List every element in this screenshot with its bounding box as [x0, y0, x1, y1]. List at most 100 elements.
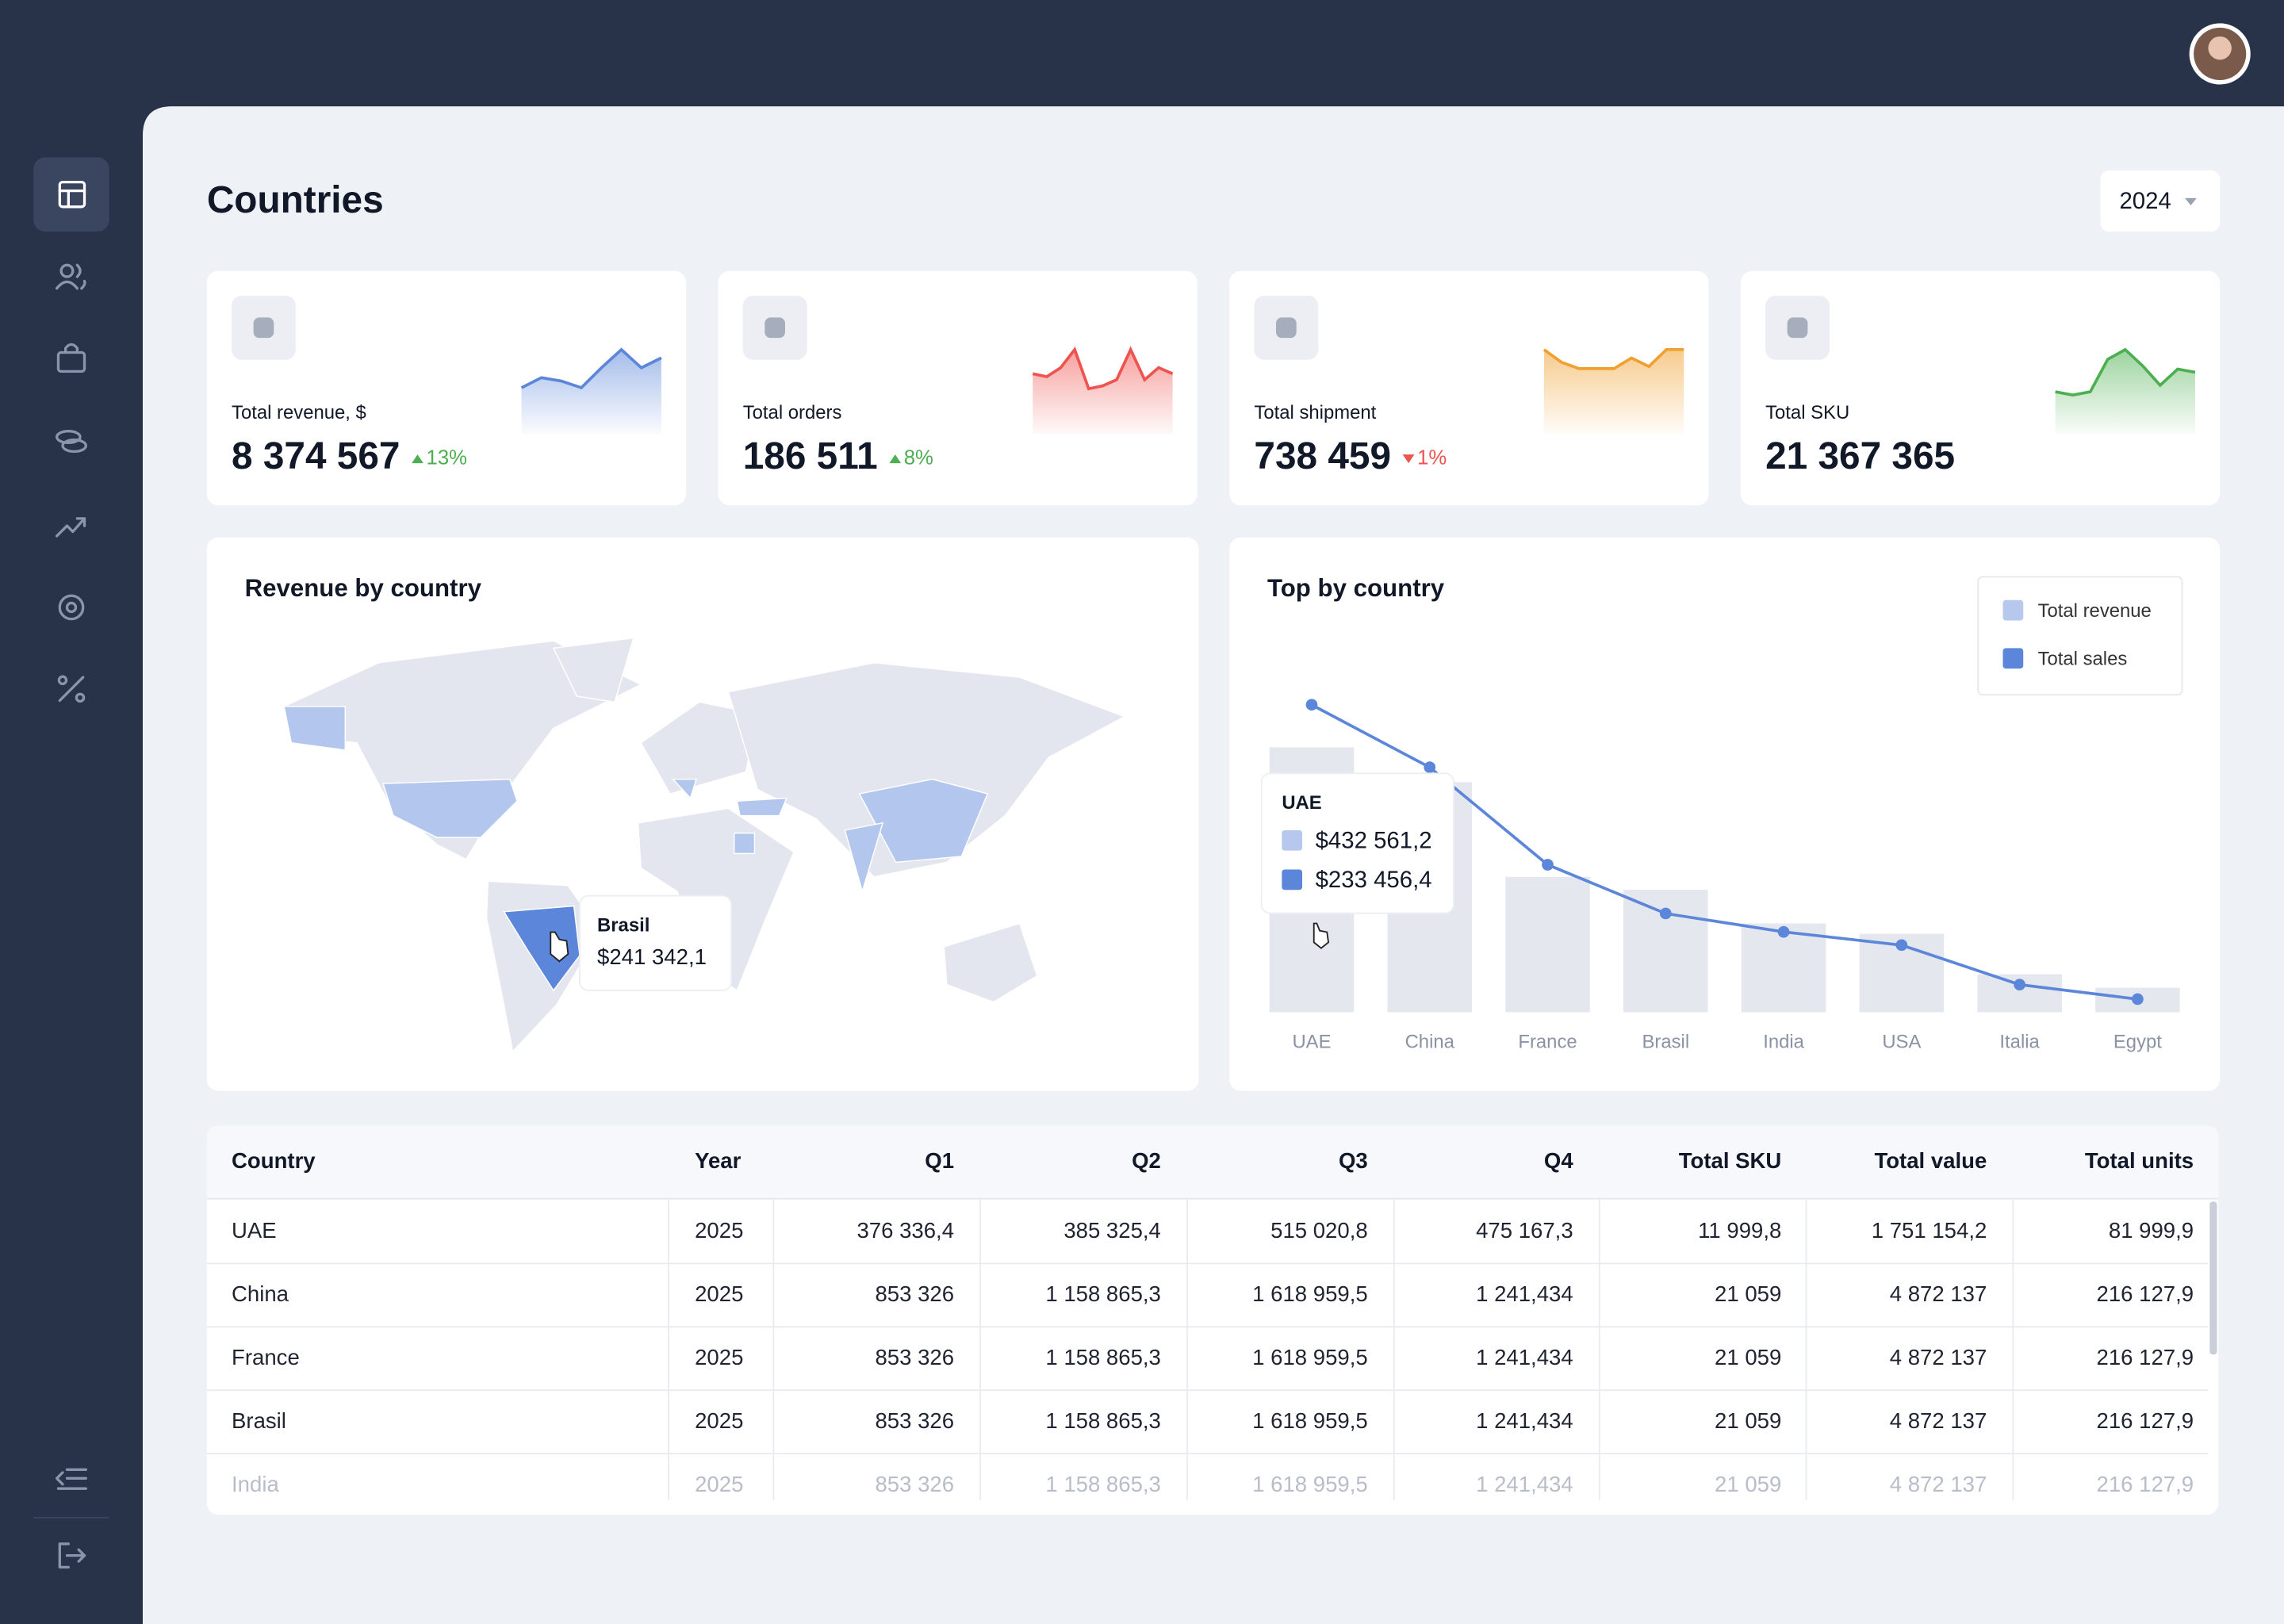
column-header: Q1 — [925, 1148, 954, 1173]
map-india[interactable] — [844, 822, 884, 894]
column-header: Total SKU — [1679, 1148, 1782, 1173]
avatar-face — [2208, 36, 2232, 60]
x-tick-label: Italia — [1999, 1031, 2040, 1052]
map-alaska[interactable] — [283, 706, 347, 751]
kpi-icon-glyph — [1275, 317, 1297, 339]
sparkline — [2055, 347, 2196, 397]
kpi-change: 1% — [1417, 446, 1447, 469]
page-title: Countries — [207, 179, 384, 221]
sparkline-area — [1543, 349, 1684, 435]
map-australia[interactable] — [943, 922, 1038, 1003]
chart-tooltip-title: UAE — [1282, 792, 1321, 814]
kpi-trend-arrow — [889, 454, 902, 464]
nav-table[interactable] — [58, 180, 86, 209]
table: Country Year Q1 Q2 Q3 Q4 Total SKU Total value T… — [206, 1148, 2219, 1500]
nav-trends[interactable] — [55, 517, 86, 538]
line-point — [1305, 699, 1318, 711]
world-map — [283, 637, 1126, 1053]
table-cell: 1 618 959,5 — [1252, 1472, 1368, 1496]
column-header: Total units — [2085, 1148, 2194, 1173]
nav-collapse[interactable] — [55, 1468, 88, 1490]
map-brasil[interactable] — [503, 905, 581, 992]
table-cell: 2025 — [695, 1408, 743, 1433]
chart-tooltip-value: $233 456,4 — [1316, 867, 1432, 893]
legend-swatch — [2002, 599, 2024, 621]
legend — [1977, 576, 2183, 696]
kpi-card — [1229, 270, 1709, 506]
column-header: Total value — [1874, 1148, 1987, 1173]
map-greenland[interactable] — [552, 637, 635, 703]
table-cell: 1 158 865,3 — [1045, 1472, 1161, 1496]
kpi-trend-arrow — [1402, 454, 1415, 464]
kpi-value: 8 374 567 — [232, 435, 400, 477]
sparkline — [1032, 346, 1174, 391]
cursor — [1313, 922, 1330, 949]
kpi-change: 13% — [427, 446, 467, 469]
table-cell: 853 326 — [875, 1345, 954, 1369]
kpi-change: 8% — [904, 446, 933, 469]
column-header: Year — [695, 1148, 741, 1173]
map-tooltip — [579, 894, 732, 991]
column-header: Q2 — [1132, 1148, 1161, 1173]
table-cell: Brasil — [232, 1408, 286, 1433]
table-cell: 853 326 — [875, 1408, 954, 1433]
table-cell: 21 059 — [1715, 1408, 1781, 1433]
table-cell: 1 618 959,5 — [1252, 1408, 1368, 1433]
table-cell: 1 241,434 — [1476, 1281, 1573, 1306]
sparkline — [520, 347, 662, 390]
table-cell: 853 326 — [875, 1281, 954, 1306]
map-asia[interactable] — [727, 661, 1126, 878]
table-cell: 2025 — [695, 1472, 743, 1496]
kpi-label: Total orders — [743, 402, 842, 423]
chart-tooltip-value: $432 561,2 — [1316, 827, 1432, 853]
x-tick-label: France — [1518, 1031, 1577, 1052]
map-spain[interactable] — [671, 778, 697, 799]
kpi-label: Total revenue, $ — [232, 402, 366, 423]
nav-settings[interactable] — [58, 594, 85, 621]
map-tooltip-country: Brasil — [597, 914, 650, 936]
map-china[interactable] — [858, 778, 989, 864]
line-point — [1777, 925, 1790, 938]
nav-users[interactable] — [55, 263, 86, 290]
kpi-value: 186 511 — [743, 435, 878, 477]
map-egypt[interactable] — [733, 832, 756, 855]
legend-swatch — [2002, 648, 2024, 669]
year-select[interactable] — [2100, 170, 2221, 232]
table-cell: France — [232, 1345, 300, 1369]
column-header: Q3 — [1339, 1148, 1368, 1173]
scrollbar[interactable] — [2209, 1201, 2217, 1355]
table-cell: 376 336,4 — [856, 1218, 954, 1243]
table-cell: 1 158 865,3 — [1045, 1345, 1161, 1369]
table-cell: 216 127,9 — [2097, 1345, 2194, 1369]
map-usa[interactable] — [382, 778, 518, 838]
kpi-trend-arrow — [412, 454, 423, 464]
kpi-card — [206, 270, 687, 506]
table-cell: 1 158 865,3 — [1045, 1408, 1161, 1433]
nav-shop[interactable] — [56, 343, 86, 373]
line-point — [1659, 907, 1672, 920]
column-header: Country — [232, 1148, 316, 1173]
x-tick-label: China — [1405, 1031, 1455, 1052]
column-header: Q4 — [1544, 1148, 1573, 1173]
table-cell: 1 241,434 — [1476, 1345, 1573, 1369]
chart-card — [1229, 537, 2221, 1091]
chart-tooltip — [1260, 772, 1454, 914]
nav-coins[interactable] — [55, 430, 88, 454]
nav-discount[interactable] — [57, 675, 86, 703]
map-tooltip-value: $241 342,1 — [597, 944, 707, 969]
sparkline — [1542, 347, 1684, 370]
chart-tooltip-swatch — [1282, 869, 1303, 891]
kpi-value: 21 367 365 — [1765, 435, 1955, 477]
table-cell: 11 999,8 — [1698, 1218, 1781, 1243]
table-cell: 21 059 — [1715, 1345, 1781, 1369]
kpis: Total revenue, $ 8 374 567 13% Total orders… — [206, 270, 2221, 506]
x-tick-label: Egypt — [2113, 1031, 2162, 1052]
sparkline-area — [2055, 349, 2195, 435]
map-turkey[interactable] — [736, 797, 788, 817]
kpi-card — [1740, 270, 2221, 506]
nav-active — [33, 157, 109, 232]
sparkline-area — [1033, 349, 1173, 435]
table-cell: China — [232, 1281, 289, 1306]
nav-logout[interactable] — [58, 1542, 86, 1569]
